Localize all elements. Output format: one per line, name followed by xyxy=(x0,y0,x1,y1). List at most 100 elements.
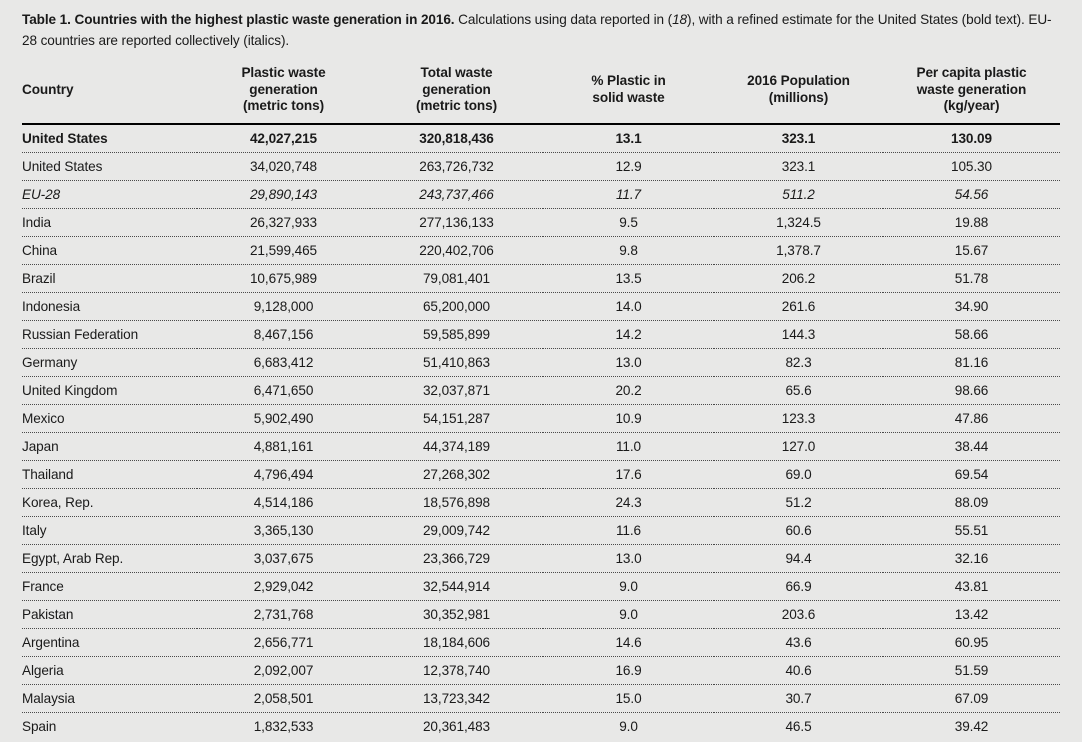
value-cell: 2,929,042 xyxy=(197,572,370,601)
country-cell: Indonesia xyxy=(22,292,197,321)
country-cell: Malaysia xyxy=(22,684,197,713)
value-cell: 32,037,871 xyxy=(370,376,543,405)
table-body: United States 42,027,215 320,818,436 13.1 32… xyxy=(22,123,1060,740)
value-cell: 4,514,186 xyxy=(197,488,370,517)
value-cell: 69.54 xyxy=(883,460,1060,489)
value-cell: 20,361,483 xyxy=(422,718,491,734)
value-cell: 2,731,768 xyxy=(197,600,370,629)
table-row: France 2,929,042 32,544,914 9.0 66.9 43.81 xyxy=(22,572,1060,601)
value-cell: 15.0 xyxy=(543,684,714,713)
table-row: Pakistan 2,731,768 30,352,981 9.0 203.6 13.42 xyxy=(22,600,1060,629)
table-row: Germany 6,683,412 51,410,863 13.0 82.3 81.16 xyxy=(22,348,1060,377)
country-cell: Russian Federation xyxy=(22,320,197,349)
value-cell: 34.90 xyxy=(883,292,1060,321)
value-cell: 16.9 xyxy=(543,656,714,685)
table-row: Italy 3,365,130 29,009,742 11.6 60.6 55.51 xyxy=(22,516,1060,545)
value-cell: 12.9 xyxy=(543,152,714,181)
country-cell: Germany xyxy=(22,348,197,377)
country-cell: Spain xyxy=(22,718,57,734)
value-cell: 15.67 xyxy=(883,236,1060,265)
value-cell: 59,585,899 xyxy=(370,320,543,349)
table-row: Algeria 2,092,007 12,378,740 16.9 40.6 51.59 xyxy=(22,656,1060,685)
value-cell: 65,200,000 xyxy=(370,292,543,321)
value-cell: 29,890,143 xyxy=(197,180,370,209)
value-cell: 4,796,494 xyxy=(197,460,370,489)
value-cell: 42,027,215 xyxy=(197,123,370,153)
caption-text-post: ), with a refined estimate for the Unite… xyxy=(22,12,1052,49)
value-cell: 206.2 xyxy=(714,264,883,293)
value-cell: 144.3 xyxy=(714,320,883,349)
value-cell: 65.6 xyxy=(714,376,883,405)
country-cell: United States xyxy=(22,123,197,153)
country-cell: Thailand xyxy=(22,460,197,489)
table-row: India 26,327,933 277,136,133 9.5 1,324.5 19.8… xyxy=(22,208,1060,237)
value-cell: 20.2 xyxy=(543,376,714,405)
value-cell: 2,058,501 xyxy=(197,684,370,713)
country-cell: United States xyxy=(22,152,197,181)
country-cell: Japan xyxy=(22,432,197,461)
caption-text-pre: Calculations using data reported in ( xyxy=(454,12,673,27)
value-cell: 123.3 xyxy=(714,404,883,433)
value-cell: 130.09 xyxy=(883,123,1060,153)
value-cell: 263,726,732 xyxy=(370,152,543,181)
value-cell: 1,378.7 xyxy=(714,236,883,265)
table-row: Egypt, Arab Rep. 3,037,675 23,366,729 13.0 9… xyxy=(22,544,1060,573)
value-cell: 38.44 xyxy=(883,432,1060,461)
table-row: Spain 1,832,533 20,361,483 9.0 46.5 39.42 xyxy=(22,712,1060,740)
value-cell: 2,092,007 xyxy=(197,656,370,685)
value-cell: 13,723,342 xyxy=(370,684,543,713)
value-cell: 55.51 xyxy=(883,516,1060,545)
value-cell: 32.16 xyxy=(883,544,1060,573)
table-row: Brazil 10,675,989 79,081,401 13.5 206.2 51.78 xyxy=(22,264,1060,293)
value-cell: 32,544,914 xyxy=(370,572,543,601)
value-cell: 220,402,706 xyxy=(370,236,543,265)
value-cell: 67.09 xyxy=(883,684,1060,713)
country-cell: China xyxy=(22,236,197,265)
value-cell: 10,675,989 xyxy=(197,264,370,293)
value-cell: 2,656,771 xyxy=(197,628,370,657)
column-header: 2016 Population (millions) xyxy=(714,60,883,125)
value-cell: 43.81 xyxy=(883,572,1060,601)
value-cell: 94.4 xyxy=(714,544,883,573)
value-cell: 323.1 xyxy=(714,152,883,181)
value-cell: 24.3 xyxy=(543,488,714,517)
table-row: Japan 4,881,161 44,374,189 11.0 127.0 38.44 xyxy=(22,432,1060,461)
value-cell: 88.09 xyxy=(883,488,1060,517)
column-header: Country xyxy=(22,60,197,125)
table-row: Mexico 5,902,490 54,151,287 10.9 123.3 47.86 xyxy=(22,404,1060,433)
value-cell: 51.78 xyxy=(883,264,1060,293)
table-row: Malaysia 2,058,501 13,723,342 15.0 30.7 67.09 xyxy=(22,684,1060,713)
value-cell: 40.6 xyxy=(714,656,883,685)
value-cell: 69.0 xyxy=(714,460,883,489)
country-cell: Brazil xyxy=(22,264,197,293)
data-table: Country Plastic waste generation (metric to… xyxy=(22,60,1060,740)
country-cell: Argentina xyxy=(22,628,197,657)
value-cell: 243,737,466 xyxy=(370,180,543,209)
column-header: Per capita plastic waste generation (kg/ye… xyxy=(883,60,1060,125)
table-caption: Table 1. Countries with the highest plas… xyxy=(22,9,1060,51)
value-cell: 1,324.5 xyxy=(714,208,883,237)
value-cell: 9,128,000 xyxy=(197,292,370,321)
caption-reference: 18 xyxy=(672,12,688,27)
value-cell: 81.16 xyxy=(883,348,1060,377)
table-row: EU-28 29,890,143 243,737,466 11.7 511.2 54.56 xyxy=(22,180,1060,209)
table-row: Russian Federation 8,467,156 59,585,899 14.… xyxy=(22,320,1060,349)
value-cell: 19.88 xyxy=(883,208,1060,237)
value-cell: 21,599,465 xyxy=(197,236,370,265)
value-cell: 13.0 xyxy=(543,348,714,377)
value-cell: 82.3 xyxy=(714,348,883,377)
column-header: % Plastic in solid waste xyxy=(543,60,714,125)
value-cell: 6,471,650 xyxy=(197,376,370,405)
value-cell: 6,683,412 xyxy=(197,348,370,377)
table-row: China 21,599,465 220,402,706 9.8 1,378.7 15.6… xyxy=(22,236,1060,265)
value-cell: 39.42 xyxy=(954,718,989,734)
value-cell: 51.2 xyxy=(714,488,883,517)
value-cell: 54,151,287 xyxy=(370,404,543,433)
country-cell: United Kingdom xyxy=(22,376,197,405)
value-cell: 4,881,161 xyxy=(197,432,370,461)
value-cell: 3,365,130 xyxy=(197,516,370,545)
value-cell: 34,020,748 xyxy=(197,152,370,181)
country-cell: Mexico xyxy=(22,404,197,433)
value-cell: 58.66 xyxy=(883,320,1060,349)
value-cell: 13.42 xyxy=(883,600,1060,629)
